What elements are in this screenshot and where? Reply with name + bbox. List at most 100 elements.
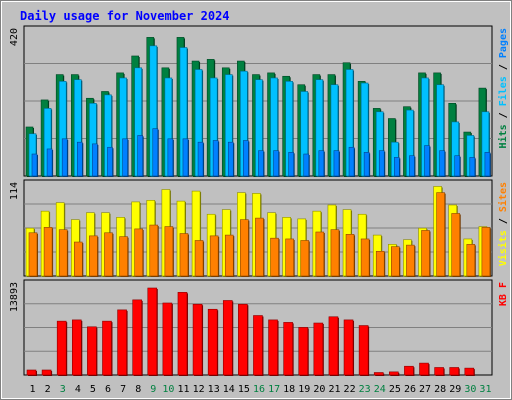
pages-bar [182, 138, 189, 177]
panel-legend: Hits / Files / Pages [497, 28, 509, 148]
pages-bar [227, 141, 235, 177]
kbytes-bar [87, 326, 98, 376]
sites-bar [375, 250, 386, 277]
kbytes-bar [313, 322, 324, 376]
x-tick-label: 15 [238, 384, 250, 395]
x-tick-label: 19 [298, 384, 310, 395]
x-tick-label: 5 [90, 384, 96, 395]
x-tick-label: 18 [283, 384, 295, 395]
kbytes-bar [26, 369, 37, 376]
pages-bar [31, 153, 38, 177]
x-tick-label: 4 [75, 384, 81, 395]
kbytes-bar [283, 322, 294, 376]
pages-bar [378, 150, 386, 177]
x-tick-label: 21 [328, 384, 340, 395]
sites-bar [224, 234, 235, 277]
kbytes-bar [464, 367, 475, 376]
sites-bar [73, 241, 84, 277]
legend-separator: / [498, 212, 509, 230]
sites-bar [104, 232, 114, 277]
sites-bar [119, 236, 129, 277]
panel-legend: Visits / Sites [497, 182, 509, 266]
pages-bar [107, 146, 114, 177]
pages-bar [439, 150, 446, 177]
panel-kbytes: 13893 KB F [9, 279, 509, 376]
sites-bar [255, 217, 265, 277]
sites-bar [406, 244, 416, 277]
x-tick-label: 10 [162, 384, 174, 395]
panel-max-label: 420 [9, 28, 20, 46]
kbytes-bar [328, 316, 339, 376]
x-tick-label: 17 [268, 384, 280, 395]
kbytes-bar [298, 327, 309, 376]
sites-bar [209, 235, 220, 277]
x-tick-label: 16 [253, 384, 265, 395]
panel-legend: KB F [498, 282, 509, 306]
sites-bar [270, 237, 280, 277]
x-tick-label: 11 [177, 384, 189, 395]
x-tick-label: 29 [449, 384, 461, 395]
kbytes-bar [102, 320, 113, 376]
x-tick-label: 24 [374, 384, 386, 395]
x-tick-label: 6 [105, 384, 111, 395]
pages-bar [258, 150, 265, 177]
kbytes-bar [147, 287, 158, 376]
legend-separator: / [498, 58, 509, 76]
kbytes-bar [373, 372, 385, 376]
kbytes-bar [253, 315, 264, 376]
sites-bar [240, 219, 250, 277]
sites-bar [315, 231, 325, 277]
kbytes-bar [268, 319, 279, 376]
pages-bar [197, 141, 205, 177]
pages-bar [333, 150, 340, 177]
x-tick-label: 2 [45, 384, 51, 395]
x-tick-label: 1 [30, 384, 36, 395]
pages-bar [46, 148, 54, 177]
pages-bar [363, 152, 371, 177]
sites-bar [391, 246, 401, 277]
pages-bar [318, 150, 325, 177]
x-tick-label: 28 [434, 384, 446, 395]
x-tick-label: 7 [120, 384, 126, 395]
sites-bar [481, 227, 491, 277]
sites-bar [58, 229, 69, 277]
x-tick-label: 9 [150, 384, 156, 395]
sites-bar [330, 229, 340, 277]
sites-bar [451, 213, 461, 277]
chart-title: Daily usage for November 2024 [20, 9, 230, 23]
legend-pages: Pages [498, 28, 509, 58]
x-tick-label: 30 [464, 384, 476, 395]
pages-bar [348, 146, 356, 177]
sites-bar [149, 224, 159, 277]
panel-hits-files-pages: 420 Hits / Files / Pages [9, 25, 509, 178]
sites-bar [300, 240, 310, 277]
x-axis-labels: 1 2 3 4 5 6 7 8 9 10 11 12 13 14 15 16 17 18 19 20 21 22 23 24 2… [30, 384, 492, 395]
kbytes-bar [434, 367, 445, 376]
x-tick-label: 8 [135, 384, 141, 395]
pages-bar [152, 128, 159, 177]
pages-bar [243, 140, 250, 177]
kbytes-bar [207, 308, 219, 376]
legend-kbytes: KB F [498, 282, 509, 306]
pages-bar [303, 153, 310, 177]
legend-sites: Sites [497, 182, 509, 212]
kbytes-bar [238, 303, 249, 376]
legend-visits: Visits [497, 230, 509, 266]
sites-bar [194, 240, 205, 277]
sites-bar [466, 244, 476, 277]
kbytes-bar [192, 303, 204, 376]
kbytes-bar [343, 319, 355, 376]
pages-bar [167, 138, 174, 177]
pages-bar [212, 140, 220, 177]
x-tick-label: 12 [193, 384, 205, 395]
sites-bar [89, 235, 99, 277]
kbytes-bar [162, 302, 173, 376]
x-tick-label: 13 [208, 384, 220, 395]
panel-max-label: 114 [9, 182, 20, 200]
sites-bar [436, 192, 446, 277]
panel-visits-sites: 114 Visits / Sites [9, 179, 509, 277]
pages-bar [273, 150, 280, 177]
x-tick-label: 20 [313, 384, 325, 395]
